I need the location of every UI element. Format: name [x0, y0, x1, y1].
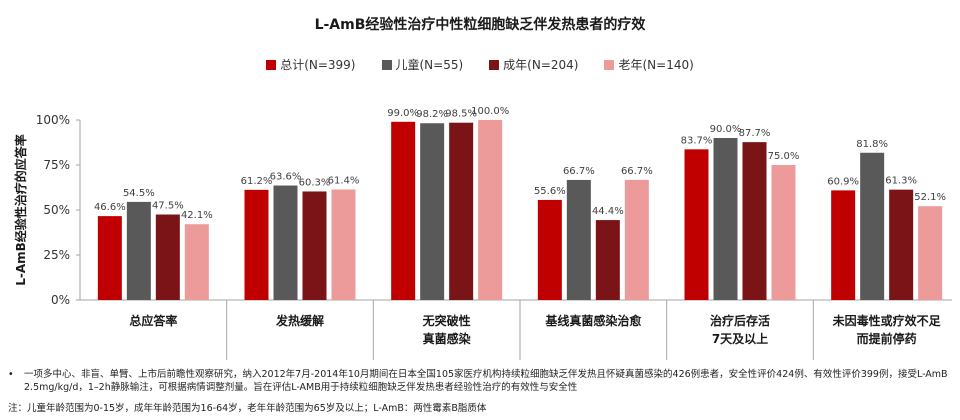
data-label: 61.3% — [885, 176, 917, 187]
legend-swatch-elderly — [604, 59, 615, 70]
data-label: 54.5% — [123, 188, 155, 199]
bar — [771, 165, 796, 300]
footnote-study-text: 一项多中心、非盲、单臂、上市后前瞻性观察研究，纳入2012年7月-2014年10… — [24, 369, 948, 393]
data-label: 52.1% — [914, 192, 946, 203]
bar — [302, 191, 327, 300]
data-label: 47.5% — [152, 201, 184, 212]
x-tick-label: 而提前停药 — [857, 331, 917, 346]
footnote-bullet: • — [8, 369, 14, 380]
legend-item-children: 儿童(N=55) — [381, 56, 464, 73]
x-tick-label: 发热缓解 — [275, 313, 324, 328]
bar — [713, 138, 738, 300]
legend-label-elderly: 老年(N=140) — [618, 58, 694, 72]
data-label: 44.4% — [592, 206, 624, 217]
legend-swatch-children — [381, 59, 392, 70]
bar — [420, 123, 445, 301]
data-label: 61.4% — [328, 175, 360, 186]
data-label: 66.7% — [563, 166, 595, 177]
bar — [889, 189, 914, 300]
data-label: 100.0% — [471, 106, 509, 117]
data-label: 66.7% — [621, 166, 653, 177]
bar — [155, 214, 180, 300]
bar — [595, 220, 620, 300]
y-tick-label: 25% — [43, 248, 70, 262]
x-tick-label: 7天及以上 — [712, 331, 768, 346]
bar — [860, 152, 885, 300]
data-label: 98.5% — [445, 109, 477, 120]
bar — [918, 206, 943, 300]
legend-item-elderly: 老年(N=140) — [604, 56, 694, 73]
data-label: 98.2% — [416, 109, 448, 120]
y-axis-title: L-AmB经验性治疗的应答率 — [13, 134, 28, 286]
bar — [684, 149, 709, 300]
data-label: 63.6% — [270, 172, 302, 183]
legend-swatch-adult — [489, 59, 500, 70]
data-label: 60.3% — [299, 177, 331, 188]
bar — [244, 189, 269, 300]
bar — [537, 199, 562, 300]
bar — [449, 122, 474, 300]
y-tick-label: 100% — [36, 113, 70, 127]
bar — [97, 216, 122, 300]
legend-swatch-total — [266, 59, 277, 70]
bar — [831, 190, 856, 300]
bar — [624, 179, 649, 300]
legend: 总计(N=399) 儿童(N=55) 成年(N=204) 老年(N=140) — [0, 56, 960, 73]
y-tick-label: 75% — [43, 158, 70, 172]
data-label: 90.0% — [710, 124, 742, 135]
bar — [742, 142, 767, 300]
legend-label-adult: 成年(N=204) — [503, 58, 579, 72]
bar — [273, 185, 298, 300]
x-tick-label: 总应答率 — [129, 313, 177, 328]
x-tick-label: 真菌感染 — [423, 331, 472, 346]
legend-label-children: 儿童(N=55) — [395, 58, 464, 72]
footnote-study: • 一项多中心、非盲、单臂、上市后前瞻性观察研究，纳入2012年7月-2014年… — [8, 368, 948, 394]
legend-label-total: 总计(N=399) — [280, 58, 356, 72]
bar — [126, 201, 151, 300]
legend-item-total: 总计(N=399) — [266, 56, 356, 73]
data-label: 61.2% — [241, 176, 273, 187]
data-label: 75.0% — [768, 151, 800, 162]
chart-title: L-AmB经验性治疗中性粒细胞缺乏伴发热患者的疗效 — [314, 17, 646, 33]
y-tick-label: 0% — [51, 293, 70, 307]
x-tick-label: 未因毒性或疗效不足 — [832, 313, 941, 328]
bar — [331, 189, 356, 300]
footnote-note: 注：儿童年龄范围为0-15岁，成年年龄范围为16-64岁，老年年龄范围为65岁及… — [8, 403, 487, 414]
x-tick-label: 基线真菌感染治愈 — [544, 313, 642, 328]
data-label: 83.7% — [681, 135, 713, 146]
bar — [391, 121, 416, 300]
data-label: 46.6% — [94, 202, 126, 213]
data-label: 60.9% — [827, 176, 859, 187]
data-label: 42.1% — [181, 210, 213, 221]
bar — [566, 179, 591, 300]
y-tick-label: 50% — [43, 203, 70, 217]
data-label: 55.6% — [534, 186, 566, 197]
legend-item-adult: 成年(N=204) — [489, 56, 578, 73]
data-label: 99.0% — [387, 108, 419, 119]
x-tick-label: 无突破性 — [422, 313, 471, 328]
data-label: 81.8% — [856, 139, 888, 150]
bar — [478, 120, 503, 300]
bar — [184, 224, 209, 300]
x-tick-label: 治疗后存活 — [710, 313, 770, 328]
data-label: 87.7% — [739, 128, 771, 139]
